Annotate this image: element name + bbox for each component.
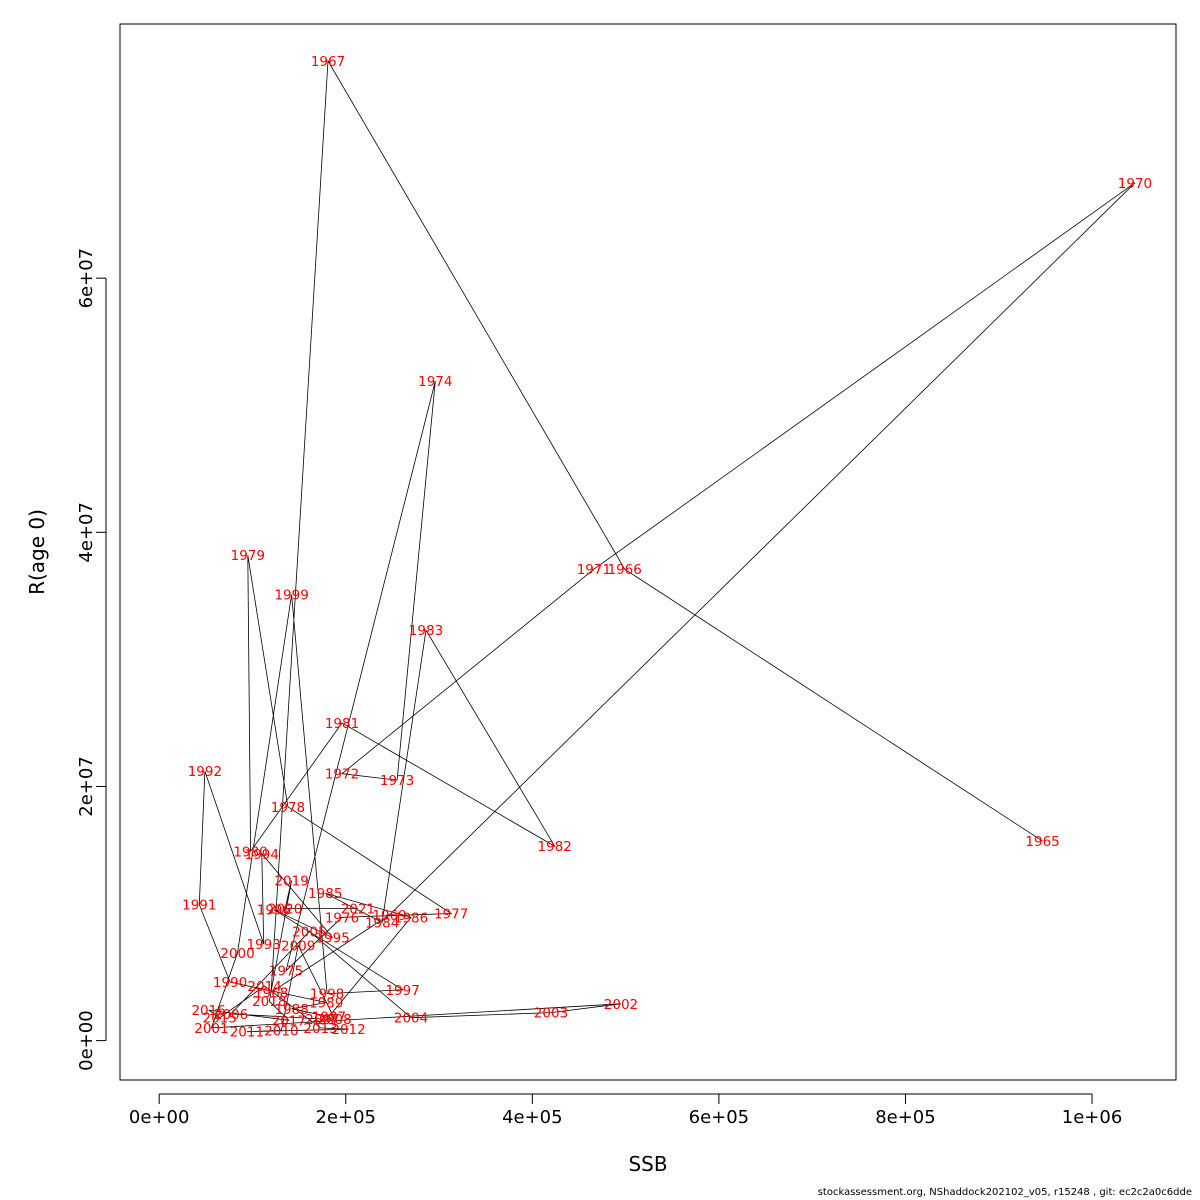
series-labels: 1965 1966 1967 1968 1969 1970 1971 1972 1973 1974… [182, 54, 1152, 1041]
year-label-1983: 1983 [409, 623, 443, 639]
year-label-1973: 1973 [380, 773, 414, 789]
year-label-1977: 1977 [434, 907, 468, 923]
year-label-2002: 2002 [604, 997, 638, 1013]
year-label-1994: 1994 [245, 847, 279, 863]
series-line [198, 59, 1136, 1033]
year-label-1980: 1980 [233, 844, 267, 860]
year-label-2005: 2005 [292, 924, 326, 940]
y-tick-label: 0e+00 [76, 1010, 97, 1071]
x-axis-title: SSB [628, 1152, 667, 1176]
year-label-1984: 1984 [365, 915, 399, 931]
year-label-1989: 1989 [309, 995, 343, 1011]
y-axis: 0e+00 2e+07 4e+07 6e+07 [76, 248, 107, 1071]
year-label-2012: 2012 [331, 1022, 365, 1038]
year-label-1999: 1999 [274, 588, 308, 604]
year-label-2021: 2021 [341, 901, 375, 917]
year-label-1988: 1988 [274, 1002, 308, 1018]
year-label-1991: 1991 [182, 898, 216, 914]
year-label-1971: 1971 [577, 562, 611, 578]
year-label-1965: 1965 [1025, 834, 1059, 850]
year-label-1990: 1990 [213, 975, 247, 991]
year-label-1992: 1992 [188, 764, 222, 780]
x-tick-label: 8e+05 [875, 1107, 936, 1128]
year-label-1972: 1972 [325, 767, 359, 783]
year-label-2015: 2015 [203, 1011, 237, 1027]
year-label-2014: 2014 [247, 979, 281, 995]
year-label-1998: 1998 [310, 987, 344, 1003]
year-label-1974: 1974 [418, 374, 452, 390]
year-label-1978: 1978 [271, 800, 305, 816]
year-label-2009: 2009 [281, 938, 315, 954]
year-label-1982: 1982 [538, 839, 572, 855]
year-label-1967: 1967 [311, 54, 345, 70]
x-tick-label: 6e+05 [689, 1107, 750, 1128]
x-tick-label: 0e+00 [129, 1107, 190, 1128]
year-label-2008: 2008 [317, 1012, 351, 1028]
year-label-2016: 2016 [191, 1003, 225, 1019]
year-label-1966: 1966 [607, 562, 641, 578]
year-label-2000: 2000 [220, 946, 254, 962]
y-tick-label: 2e+07 [76, 756, 97, 817]
year-label-2013: 2013 [303, 1021, 337, 1037]
year-label-1997: 1997 [385, 983, 419, 999]
year-label-1987: 1987 [312, 1009, 346, 1025]
year-label-1985: 1985 [308, 886, 342, 902]
x-tick-label: 1e+06 [1062, 1107, 1123, 1128]
x-tick-label: 4e+05 [502, 1107, 563, 1128]
year-label-2017: 2017 [272, 1013, 306, 1029]
year-label-2011: 2011 [230, 1025, 264, 1041]
year-label-2004: 2004 [394, 1011, 428, 1027]
year-label-1975: 1975 [269, 964, 303, 980]
year-label-2010: 2010 [264, 1023, 298, 1039]
x-axis: 0e+00 2e+05 4e+05 6e+05 8e+05 1e+06 [129, 1093, 1123, 1128]
year-label-2018: 2018 [252, 994, 286, 1010]
year-label-2003: 2003 [534, 1006, 568, 1022]
year-label-2007: 2007 [305, 1012, 339, 1028]
year-label-2006: 2006 [214, 1007, 248, 1023]
year-label-1976: 1976 [325, 910, 359, 926]
y-tick-label: 4e+07 [76, 502, 97, 563]
plot-frame [119, 23, 1177, 1081]
year-label-2001: 2001 [194, 1021, 228, 1037]
year-label-1969: 1969 [372, 908, 406, 924]
year-label-1993: 1993 [246, 937, 280, 953]
y-tick-label: 6e+07 [76, 248, 97, 309]
year-label-1996: 1996 [257, 903, 291, 919]
recruitment-ssb-path [198, 59, 1136, 1033]
year-label-1995: 1995 [316, 931, 350, 947]
year-label-1968: 1968 [254, 985, 288, 1001]
footer-credit: stockassessment.org, NShaddock202102_v05… [817, 1187, 1192, 1198]
year-label-1970: 1970 [1118, 176, 1152, 192]
year-label-2020: 2020 [268, 901, 302, 917]
x-tick-label: 2e+05 [315, 1107, 376, 1128]
year-label-1979: 1979 [231, 548, 265, 564]
y-axis-title: R(age 0) [25, 509, 49, 595]
year-label-1986: 1986 [394, 910, 428, 926]
year-label-1981: 1981 [325, 716, 359, 732]
year-label-2019: 2019 [274, 873, 308, 889]
